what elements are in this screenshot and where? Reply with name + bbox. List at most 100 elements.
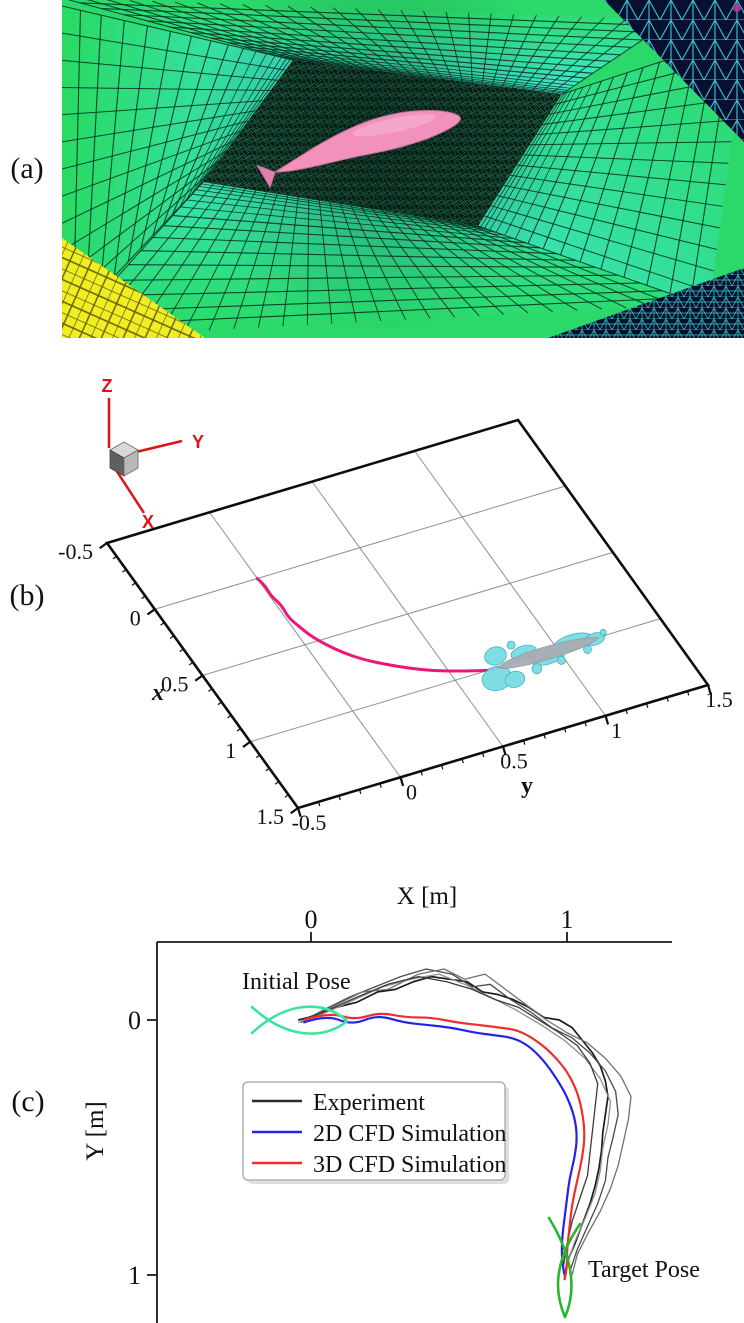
y-tick — [625, 709, 628, 715]
initial-pose-fish — [250, 1005, 349, 1035]
x-tick — [188, 661, 194, 666]
x-tick — [217, 701, 222, 706]
y-tick — [399, 776, 405, 787]
experiment-run — [297, 975, 609, 1278]
experiment-run — [300, 968, 619, 1273]
x-tick — [169, 635, 175, 639]
c-ytick-label-0: 0 — [128, 1006, 141, 1035]
c-xtick-label-0: 0 — [305, 905, 318, 934]
y-tick — [543, 734, 546, 739]
3d-cfd-simulation-curve — [303, 1012, 586, 1281]
b-x-tick-label: 0.5 — [161, 672, 189, 697]
experiment-run — [300, 976, 599, 1268]
legend-label-experiment: Experiment — [313, 1090, 425, 1116]
fish-with-vortices — [481, 629, 607, 692]
x-tick — [131, 582, 137, 586]
x-tick — [265, 767, 270, 772]
c-y-axis-title: Y [m] — [82, 1101, 109, 1160]
b-x-tick-label: 1 — [225, 738, 236, 763]
fish-tail-fin — [256, 164, 276, 189]
panel-c-xy-trajectories: 0 1 0 1 X [m] Y [m] Initial Pose Target … — [82, 883, 700, 1323]
coordinate-triad: Z Y X — [102, 376, 205, 532]
axis-ticks — [99, 542, 712, 817]
panel-b-label: (b) — [10, 579, 45, 612]
y-tick — [338, 795, 341, 801]
y-tick — [440, 764, 444, 770]
x-tick — [236, 728, 242, 732]
x-tick — [141, 595, 146, 600]
b-y-tick-label: 1.5 — [705, 687, 733, 712]
x-tick — [242, 740, 251, 748]
grid-line — [311, 481, 504, 747]
y-tick — [379, 783, 382, 788]
y-tick — [522, 740, 526, 745]
depth-shading — [62, 0, 744, 338]
fish-body-gray — [496, 637, 600, 669]
x-tick — [227, 714, 232, 719]
b-y-tick-label: 0.5 — [500, 749, 528, 774]
fish-highlight — [352, 114, 436, 137]
triad-x-label: X — [142, 512, 154, 532]
y-tick — [604, 715, 610, 725]
y-tick — [420, 770, 423, 776]
x-tick — [274, 781, 280, 785]
corner-accent — [733, 4, 741, 12]
experiment-run — [297, 973, 612, 1281]
x-tick — [255, 754, 261, 759]
y-tick — [317, 801, 321, 807]
y-tick — [501, 746, 507, 756]
legend-label-3d-cfd: 3D CFD Simulation — [313, 1152, 506, 1178]
y-tick — [481, 752, 485, 758]
b-y-tick-label: 0 — [406, 779, 417, 804]
experiment-run — [303, 968, 632, 1276]
wire-corner-top-right — [604, 0, 744, 142]
y-tick — [645, 703, 649, 708]
y-tick — [706, 684, 712, 694]
y-tick — [686, 690, 690, 696]
legend: Experiment 2D CFD Simulation 3D CFD Simu… — [242, 1081, 509, 1184]
x-tick — [122, 569, 127, 573]
y-tick — [563, 727, 567, 733]
2d-cfd-simulation-curve — [302, 1016, 578, 1276]
initial-pose-annotation: Initial Pose — [242, 969, 351, 995]
triad-x-axis — [114, 469, 146, 514]
x-tick — [179, 648, 184, 653]
c-ytick-label-1: 1 — [128, 1261, 141, 1290]
panel-a-label: (a) — [10, 152, 43, 185]
y-tick — [461, 758, 464, 764]
fish-body-pink — [256, 110, 461, 189]
x-tick — [112, 555, 117, 560]
target-pose-fish — [547, 1216, 582, 1319]
x-tick — [284, 794, 289, 798]
x-tick — [194, 674, 204, 682]
yellow-corner-grid — [62, 238, 205, 338]
b-y-tick-label: 1 — [611, 718, 622, 743]
legend-label-2d-cfd: 2D CFD Simulation — [313, 1121, 506, 1147]
panel-c-label: (c) — [11, 1085, 44, 1118]
grid-line — [414, 450, 606, 717]
triad-y-axis — [135, 439, 183, 454]
x-tick — [99, 542, 108, 550]
trajectory-magenta — [255, 577, 497, 673]
y-tick — [358, 789, 362, 795]
b-x-tick-label: 1.5 — [257, 804, 285, 829]
x-tick — [146, 608, 156, 616]
b-x-axis-label: x — [151, 680, 164, 706]
trajectory-curves — [297, 968, 632, 1281]
x-tick — [208, 688, 213, 692]
panel-b-3d-trajectory: Z Y X -0.5 0 0.5 1 1.5 -0.5 0 0.5 1 1.5 x y — [58, 376, 733, 835]
wire-band-bottom-right — [548, 268, 744, 338]
y-tick — [296, 807, 302, 817]
y-tick — [584, 721, 587, 727]
panel-a-mesh-visualization — [62, 0, 744, 338]
axis-tick-labels: -0.5 0 0.5 1 1.5 -0.5 0 0.5 1 1.5 — [58, 539, 733, 835]
c-xtick-label-1: 1 — [561, 905, 574, 934]
triad-z-label: Z — [102, 376, 113, 396]
x-tick — [290, 807, 299, 815]
y-tick — [666, 697, 669, 702]
c-x-axis-title: X [m] — [397, 883, 457, 910]
x-tick — [160, 622, 165, 626]
b-x-tick-label: 0 — [130, 605, 141, 630]
